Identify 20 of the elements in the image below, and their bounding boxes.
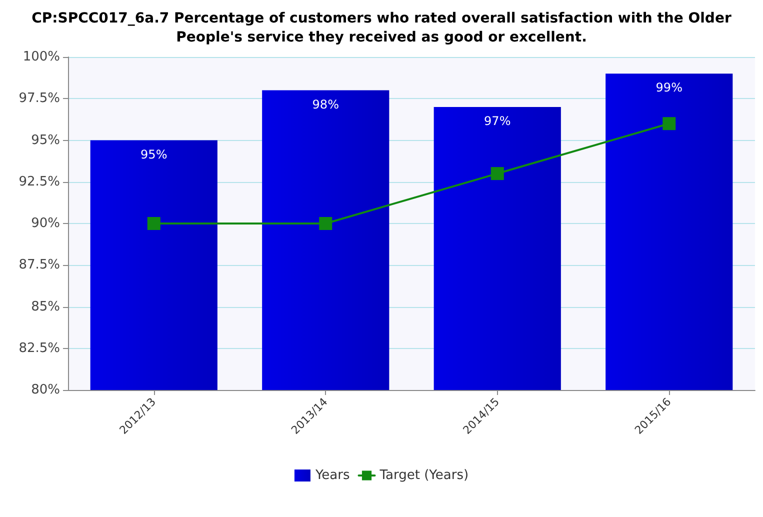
point [490,167,504,180]
y-tick-label: 100% [22,50,60,64]
point [662,117,676,130]
point [319,217,332,230]
y-tick-label: 92.5% [18,174,60,190]
legend-label: Years [314,468,350,483]
y-tick-label: 90% [31,216,60,231]
y-tick-label: 95% [31,132,60,148]
y-tick-label: 97.5% [18,91,60,106]
y-tick-label: 80% [31,382,60,398]
y-tick-label: 82.5% [18,340,60,356]
data-label: 99% [656,80,682,95]
data-label: 95% [140,147,168,162]
point [147,217,160,230]
legend-label: Target (Years) [378,468,469,483]
y-tick-label: 87.5% [18,258,60,273]
data-label: 98% [312,97,339,112]
y-tick-label: 85% [31,299,60,314]
data-label: 97% [484,114,511,128]
chart-title: CP:SPCC017_6a.7 Percentage of customers who rated overall satisfaction with the Older People's service they received as good or excellent. [32,10,732,46]
